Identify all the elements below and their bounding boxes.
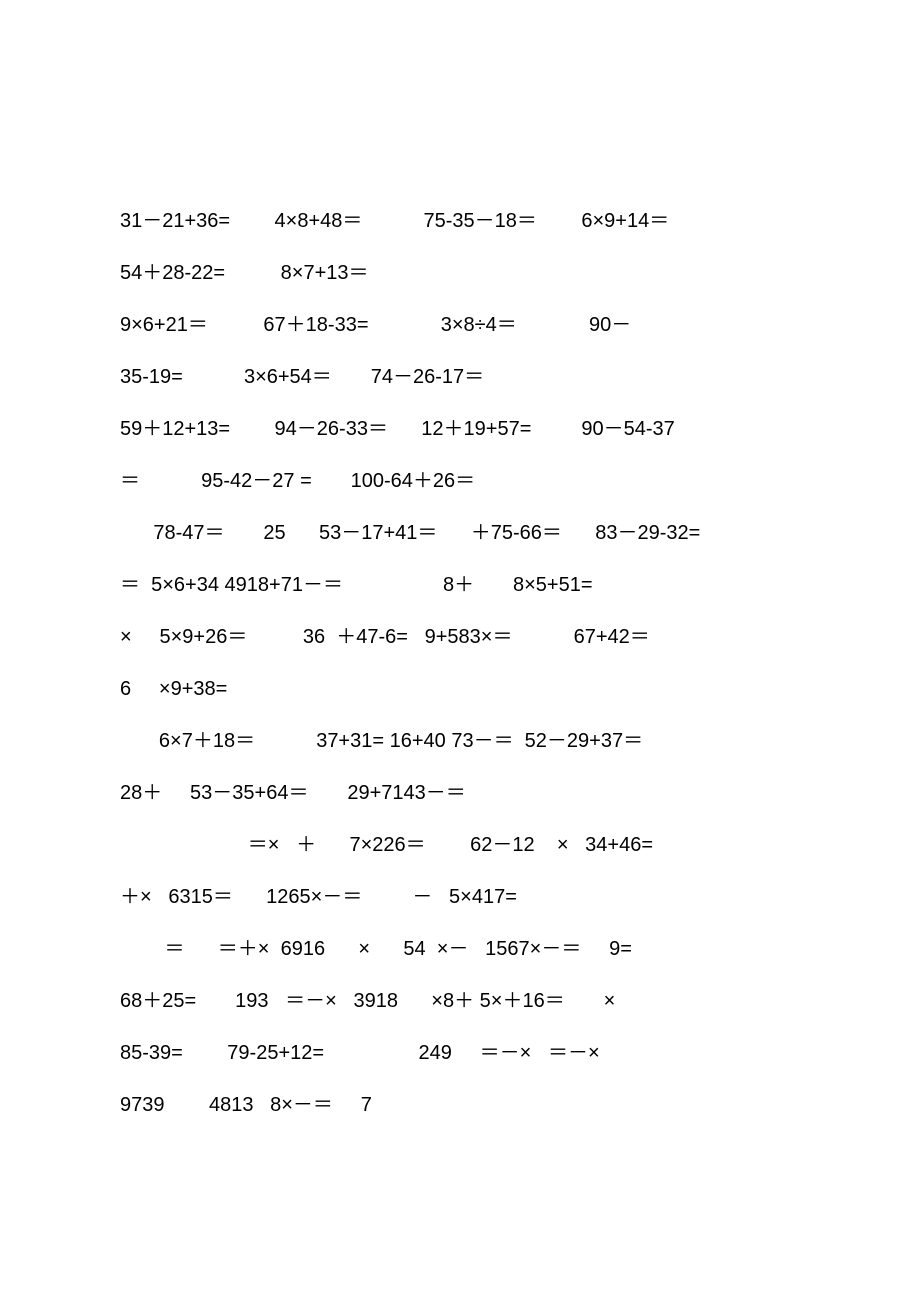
line-10: 6 ×9+38= <box>120 663 800 715</box>
line-4: 35-19= 3×6+54＝ 74－26-17＝ <box>120 351 800 403</box>
line-2: 54＋28-22= 8×7+13＝ <box>120 247 800 299</box>
line-18: 9739 4813 8×－＝ 7 <box>120 1079 800 1131</box>
line-17: 85-39= 79-25+12= 249 ＝－× ＝－× <box>120 1027 800 1079</box>
line-6: ＝ 95-42－27 = 100-64＋26＝ <box>120 455 800 507</box>
line-8: ＝ 5×6+34 4918+71－＝ 8＋ 8×5+51= <box>120 559 800 611</box>
line-7: 78-47＝ 25 53－17+41＝ ＋75-66＝ 83－29-32= <box>120 507 800 559</box>
line-15: ＝ ＝＋× 6916 × 54 ×－ 1567×－＝ 9= <box>120 923 800 975</box>
line-5: 59＋12+13= 94－26-33＝ 12＋19+57= 90－54-37 <box>120 403 800 455</box>
line-1: 31－21+36= 4×8+48＝ 75-35－18＝ 6×9+14＝ <box>120 195 800 247</box>
line-11: 6×7＋18＝ 37+31= 16+40 73－＝ 52－29+37＝ <box>120 715 800 767</box>
line-13: ＝× ＋ 7×226＝ 62－12 × 34+46= <box>120 819 800 871</box>
line-14: ＋× 6315＝ 1265×－＝ － 5×417= <box>120 871 800 923</box>
line-9: × 5×9+26＝ 36 ＋47-6= 9+583×＝ 67+42＝ <box>120 611 800 663</box>
math-worksheet: 31－21+36= 4×8+48＝ 75-35－18＝ 6×9+14＝ 54＋2… <box>120 195 800 1131</box>
line-12: 28＋ 53－35+64＝ 29+7143－＝ <box>120 767 800 819</box>
line-16: 68＋25= 193 ＝－× 3918 ×8＋ 5×＋16＝ × <box>120 975 800 1027</box>
line-3: 9×6+21＝ 67＋18-33= 3×8÷4＝ 90－ <box>120 299 800 351</box>
